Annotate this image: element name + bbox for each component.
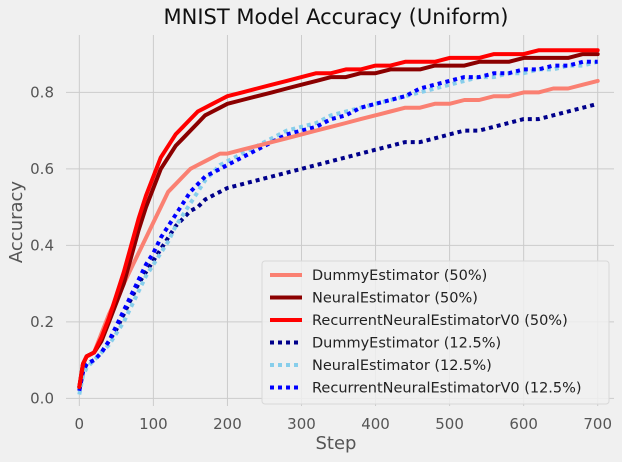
x-tick-label: 100	[139, 415, 168, 433]
legend-label: DummyEstimator (12.5%)	[312, 336, 501, 352]
y-tick-label: 0.8	[30, 83, 54, 101]
x-tick-label: 0	[75, 415, 85, 433]
x-tick-label: 500	[435, 415, 464, 433]
y-tick-label: 0.6	[30, 160, 54, 178]
series-line-dummyestimator-50	[77, 78, 600, 389]
legend-label: NeuralEstimator (50%)	[312, 291, 478, 307]
legend-label: DummyEstimator (50%)	[312, 268, 487, 284]
x-tick-label: 700	[583, 415, 612, 433]
series-line-recurrentneuralestimatorv0-12-5	[77, 59, 598, 392]
legend-box	[261, 260, 610, 405]
y-axis-label: Accuracy	[6, 181, 27, 264]
x-axis-label: Step	[316, 433, 357, 454]
y-tick-label: 0.4	[30, 236, 54, 254]
y-tick-label: 0.0	[30, 389, 54, 407]
series-line-neuralestimator-50	[77, 52, 600, 389]
x-tick-label: 200	[213, 415, 242, 433]
y-tick-label: 0.2	[30, 313, 54, 331]
legend-label: RecurrentNeuralEstimatorV0 (12.5%)	[312, 381, 582, 397]
x-tick-label: 600	[509, 415, 538, 433]
legend-label: NeuralEstimator (12.5%)	[312, 358, 492, 374]
series-line-dummyestimator-12-5	[77, 101, 599, 392]
series-line-recurrentneuralestimatorv0-50	[77, 48, 600, 389]
series-lines	[77, 48, 600, 395]
legend-label: RecurrentNeuralEstimatorV0 (50%)	[312, 313, 568, 329]
chart-title: MNIST Model Accuracy (Uniform)	[164, 5, 509, 29]
tick-labels: 0 100 200 300 400 500 600 700 0.0 0.2 0.4 0.6 0.8	[30, 83, 612, 433]
x-tick-label: 400	[361, 415, 390, 433]
legend: DummyEstimator (50%) NeuralEstimator (50%…	[261, 260, 610, 405]
x-tick-label: 300	[287, 415, 316, 433]
